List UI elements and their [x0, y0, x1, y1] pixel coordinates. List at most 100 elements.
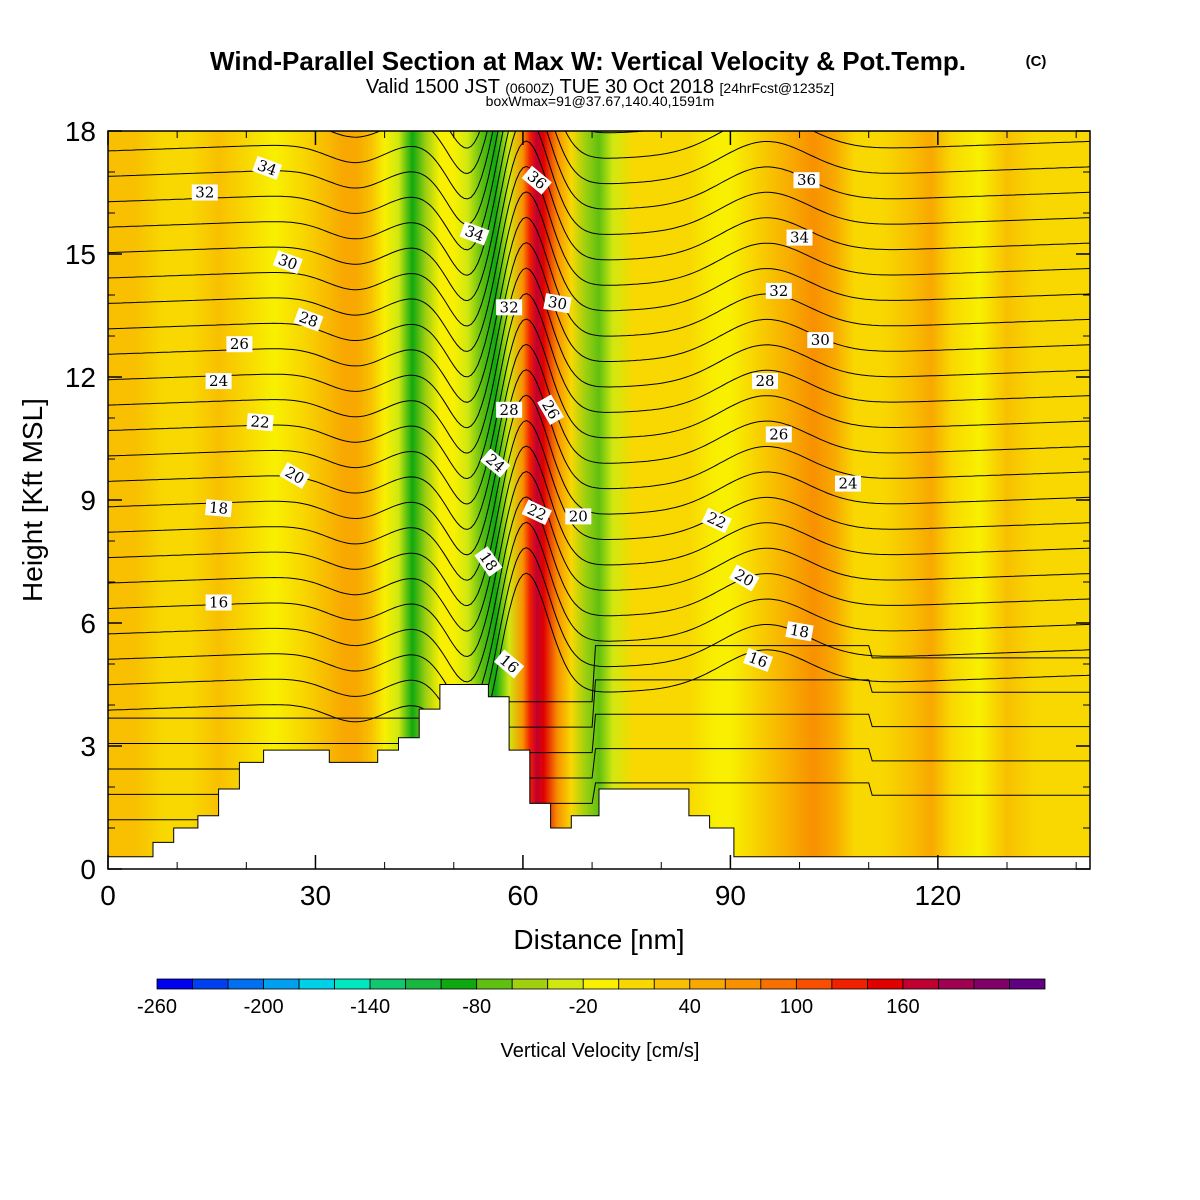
theta-label-26: 26 [226, 335, 253, 353]
theta-contour-line [108, 420, 1090, 607]
theta-label-16: 16 [743, 647, 774, 672]
x-tick-label: 60 [507, 880, 538, 911]
terrain-mask [108, 684, 1090, 869]
colorbar-label: Vertical Velocity [cm/s] [501, 1040, 700, 1062]
theta-label-text: 26 [230, 335, 249, 353]
colorbar-tick-label: -260 [137, 996, 177, 1018]
colorbar-swatch [760, 978, 797, 990]
y-tick-label: 6 [80, 608, 96, 639]
colorbar-swatch [263, 978, 300, 990]
y-axis-label: Height [Kft MSL] [17, 398, 48, 602]
valid-date: TUE 30 Oct 2018 [559, 76, 714, 98]
y-tick-label: 9 [80, 485, 96, 516]
theta-label-32: 32 [496, 298, 523, 316]
colorbar-swatch [618, 978, 655, 990]
x-tick-label: 0 [100, 880, 116, 911]
theta-contour-line [108, 165, 1090, 352]
theta-label-text: 28 [500, 401, 519, 419]
colorbar-swatch [511, 978, 549, 990]
box-wmax-subtitle: boxWmax=91@37.67,140.40,1591m [486, 93, 715, 109]
y-tick-label: 12 [65, 362, 96, 393]
theta-contour-line [108, 679, 1090, 744]
y-tick-label: 18 [65, 116, 96, 147]
colorbar-swatch [440, 978, 478, 990]
theta-contour-line [108, 191, 1090, 378]
theta-contour-line [108, 131, 1090, 251]
x-axis-label: Distance [nm] [513, 924, 684, 955]
y-tick-label: 3 [80, 731, 96, 762]
theta-contour-line [108, 318, 1090, 505]
theta-label-36: 36 [793, 171, 820, 189]
theta-label-28: 28 [293, 307, 324, 332]
theta-contour-line [108, 140, 1090, 327]
colorbar-tick-labels: -260 -200 -140 -80 -20 40 100 160 [137, 996, 920, 1018]
theta-label-text: 30 [547, 293, 569, 314]
theta-label-28: 28 [496, 401, 523, 419]
colorbar-tick-label: -20 [569, 996, 598, 1018]
theta-contour-line [108, 131, 1090, 302]
colorbar-swatch [938, 978, 975, 990]
theta-contour-line [108, 394, 1090, 581]
theta-label-text: 26 [769, 425, 788, 443]
theta-contour-line [108, 343, 1090, 530]
theta-label-32: 32 [765, 282, 792, 300]
theta-label-text: 28 [296, 308, 320, 331]
theta-contour-line [108, 131, 1090, 276]
chart-title: Wind-Parallel Section at Max W: Vertical… [210, 46, 966, 76]
theta-label-18: 18 [204, 498, 233, 518]
theta-contour-line [108, 267, 1090, 454]
theta-label-24: 24 [205, 372, 232, 390]
colorbar-swatch [831, 978, 868, 990]
theta-contour-line [108, 645, 1090, 719]
colorbar-swatch [902, 978, 939, 990]
theta-label-32: 32 [191, 184, 218, 202]
colorbar-swatch [867, 978, 904, 990]
y-tick-label: 0 [80, 854, 96, 885]
title-block: Wind-Parallel Section at Max W: Vertical… [210, 46, 1046, 109]
theta-label-26: 26 [765, 425, 792, 443]
colorbar-swatch [476, 978, 513, 990]
colorbar-swatch [369, 978, 407, 990]
theta-contour-line [108, 369, 1090, 556]
theta-label-text: 32 [195, 184, 214, 202]
theta-label-text: 18 [789, 621, 811, 642]
colorbar: -260 -200 -140 -80 -20 40 100 160 Vertical Velo… [137, 978, 1046, 1062]
x-tick-label: 120 [914, 880, 961, 911]
colorbar-swatch [334, 978, 371, 990]
colorbar-swatch [298, 978, 335, 990]
theta-label-16: 16 [205, 594, 232, 612]
theta-label-text: 18 [208, 498, 229, 518]
theta-label-28: 28 [752, 372, 778, 390]
theta-label-30: 30 [807, 331, 834, 349]
colorbar-swatch [795, 978, 833, 990]
theta-contour-line [108, 521, 1090, 708]
colorbar-tick-label: -80 [462, 996, 491, 1018]
colorbar-swatch [582, 978, 620, 990]
theta-label-24: 24 [835, 475, 861, 493]
theta-label-text: 16 [746, 648, 770, 671]
valid-time-line: Valid 1500 JST (0600Z) TUE 30 Oct 2018 [… [366, 76, 834, 98]
theta-contour-line [108, 547, 1090, 734]
colorbar-swatch [192, 978, 229, 990]
colorbar-swatch [653, 978, 691, 990]
colorbar-tick-label: -140 [350, 996, 390, 1018]
theta-label-34: 34 [252, 155, 283, 180]
valid-prefix: Valid 1500 JST [366, 76, 500, 98]
theta-label-text: 36 [797, 171, 816, 189]
colorbar-swatch [973, 978, 1010, 990]
theta-contour-line [108, 572, 1090, 759]
theta-label-34: 34 [786, 229, 813, 247]
theta-label-text: 34 [790, 229, 809, 247]
theta-label-text: 16 [209, 594, 228, 612]
theta-label-18: 18 [785, 621, 814, 642]
theta-contour-line [108, 445, 1090, 632]
theta-label-text: 34 [462, 222, 486, 245]
velocity-field [108, 131, 1090, 869]
valid-zulu: (0600Z) [505, 80, 554, 96]
y-tick-label: 15 [65, 239, 96, 270]
theta-label-text: 32 [769, 282, 788, 300]
theta-label-text: 30 [276, 250, 300, 273]
